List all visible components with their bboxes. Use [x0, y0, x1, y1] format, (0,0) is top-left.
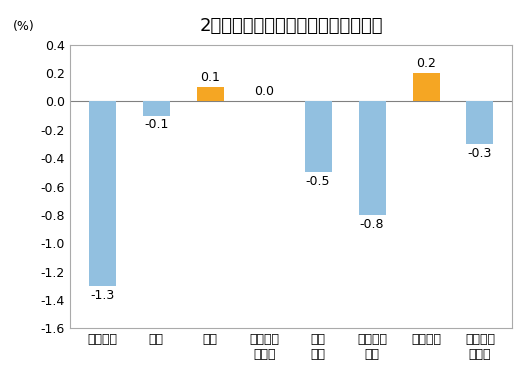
Text: 0.0: 0.0 [254, 85, 274, 99]
Bar [143, 101, 170, 116]
Text: -0.5: -0.5 [306, 175, 331, 188]
Text: -0.1: -0.1 [144, 118, 168, 132]
Bar [467, 101, 494, 144]
Text: (%): (%) [13, 20, 34, 33]
Bar [89, 101, 116, 286]
Text: -1.3: -1.3 [90, 289, 114, 302]
Bar [413, 73, 440, 101]
Title: 2月份居民消费价格分类别环比涨跌幅: 2月份居民消费价格分类别环比涨跌幅 [199, 17, 383, 35]
Bar [305, 101, 332, 172]
Text: 0.1: 0.1 [200, 71, 220, 84]
Bar [359, 101, 386, 215]
Text: -0.3: -0.3 [468, 147, 492, 160]
Bar [197, 87, 224, 101]
Text: -0.8: -0.8 [360, 218, 385, 231]
Text: 0.2: 0.2 [416, 57, 436, 70]
